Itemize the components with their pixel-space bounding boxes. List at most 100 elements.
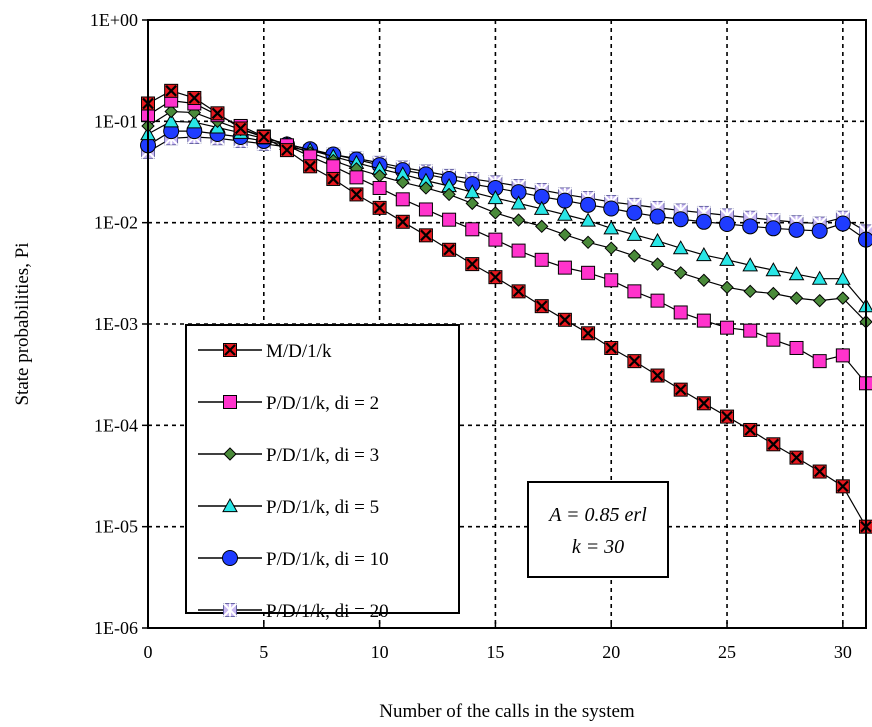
data-point [487, 190, 504, 205]
data-point [695, 213, 712, 230]
y-tick-label: 1E-04 [94, 415, 138, 435]
data-point [510, 195, 527, 210]
annotation-frame [527, 481, 669, 578]
x-tick-label: 10 [371, 642, 389, 662]
data-point [811, 222, 828, 239]
data-point-cross [535, 300, 548, 312]
x-tick-label: 0 [144, 642, 153, 662]
data-point [649, 208, 666, 225]
data-point [626, 226, 643, 241]
data-point [164, 104, 178, 119]
data-point [743, 284, 757, 299]
data-point [580, 212, 596, 227]
data-point [581, 265, 596, 280]
data-point [604, 241, 618, 255]
data-point [650, 257, 665, 271]
data-point [511, 213, 526, 227]
data-point [765, 262, 782, 277]
y-tick-label: 1E-02 [94, 213, 138, 233]
legend: M/D/1/k P/D/1/k, di = 2 P/D/1/k, di = 3 P/D… [185, 324, 460, 622]
data-point-cross [651, 369, 664, 382]
data-point-cross [628, 355, 641, 367]
data-point [788, 266, 805, 281]
legend-item-5: P/D/1/k, di = 20 [198, 601, 389, 622]
legend-item-3: P/D/1/k, di = 5 [198, 497, 379, 518]
data-point-cross [281, 144, 293, 156]
series-line [147, 136, 867, 232]
series-0 [141, 83, 872, 534]
data-point [326, 159, 341, 174]
data-point [672, 211, 689, 228]
data-point [836, 291, 850, 305]
data-point [627, 284, 642, 299]
legend-label: M/D/1/k [266, 341, 332, 362]
data-point [697, 273, 711, 287]
data-point-cross [258, 131, 270, 143]
data-point [672, 240, 689, 255]
data-point [626, 204, 643, 221]
data-point [742, 257, 759, 272]
data-point [534, 252, 549, 267]
data-point [419, 181, 433, 195]
data-point-cross [165, 85, 177, 97]
data-point [163, 113, 180, 128]
legend-item-1: P/D/1/k, di = 2 [198, 393, 379, 414]
data-point-cross [420, 229, 432, 242]
data-point [418, 202, 433, 217]
data-point [673, 305, 688, 320]
data-point [396, 175, 410, 190]
data-point [556, 192, 573, 209]
data-point [834, 270, 851, 285]
data-point-cross [304, 160, 316, 173]
data-point [580, 196, 597, 213]
data-point [558, 228, 572, 242]
x-tick-label: 15 [486, 642, 504, 662]
data-point-cross [512, 285, 525, 298]
legend-marker-cross [224, 344, 236, 356]
data-point-cross [443, 244, 455, 256]
data-point-cross [373, 202, 386, 214]
legend-label: P/D/1/k, di = 3 [266, 445, 379, 466]
data-point [765, 220, 782, 237]
data-point [788, 221, 805, 238]
data-point-cross [721, 410, 733, 423]
y-tick-label: 1E-03 [94, 314, 138, 334]
y-tick-label: 1E-01 [94, 111, 138, 131]
data-point [649, 232, 666, 248]
series-3 [140, 113, 872, 313]
data-point [766, 332, 781, 347]
data-point-cross [211, 107, 224, 120]
y-tick-label: 1E-05 [94, 517, 138, 537]
data-point-cross [605, 342, 618, 354]
x-axis-title: Number of the calls in the system [379, 701, 635, 722]
data-point [442, 212, 457, 227]
data-point-cross [767, 438, 780, 451]
data-point [696, 313, 711, 328]
data-point [719, 251, 735, 266]
data-point [743, 323, 758, 338]
data-point [349, 170, 364, 185]
data-point [834, 215, 851, 232]
series-layer [140, 83, 872, 534]
data-point [812, 354, 827, 369]
data-point [696, 246, 712, 262]
data-point-cross [489, 271, 502, 283]
data-point [186, 114, 203, 129]
data-point [835, 348, 850, 363]
x-tick-label: 25 [718, 642, 736, 662]
data-point [789, 340, 804, 355]
data-point [511, 243, 526, 258]
data-point [604, 273, 619, 288]
legend-label: P/D/1/k, di = 20 [266, 601, 389, 622]
data-point [720, 320, 735, 335]
data-point [720, 280, 734, 295]
legend-label: P/D/1/k, di = 10 [266, 549, 389, 570]
legend-marker [222, 550, 238, 566]
x-tick-label: 20 [602, 642, 620, 662]
data-point [395, 192, 410, 207]
data-point-cross [466, 258, 479, 270]
data-point [533, 200, 550, 215]
data-point [557, 206, 573, 221]
data-point [557, 260, 572, 275]
data-point [581, 235, 595, 250]
